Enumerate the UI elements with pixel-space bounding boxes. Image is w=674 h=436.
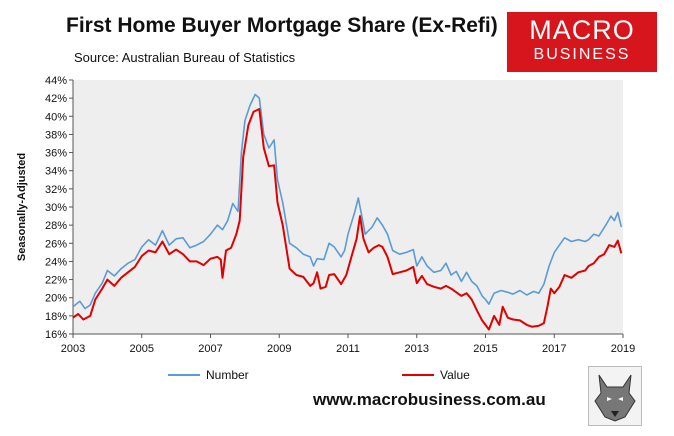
- series-lines: [72, 93, 623, 331]
- legend-item-value: Value: [402, 368, 470, 382]
- y-tick-label: 38%: [45, 129, 67, 141]
- x-tick-label: 2019: [611, 343, 635, 355]
- y-tick-label: 42%: [45, 93, 67, 105]
- y-axis: 16% 18% 20% 22% 24% 26% 28% 30% 32% 34% 36% 38% 40% 4…: [45, 75, 74, 341]
- y-tick-label: 44%: [45, 75, 67, 87]
- x-tick-label: 2015: [473, 343, 497, 355]
- y-tick-label: 16%: [45, 329, 67, 341]
- x-tick-label: 2009: [267, 343, 291, 355]
- legend-item-number: Number: [168, 368, 249, 382]
- y-tick-label: 18%: [45, 311, 67, 323]
- y-tick-label: 40%: [45, 111, 67, 123]
- logo-line-macro: MACRO: [529, 15, 635, 45]
- y-tick-label: 20%: [45, 293, 67, 305]
- website-url: www.macrobusiness.com.au: [313, 390, 546, 409]
- chart-subtitle: Source: Australian Bureau of Statistics: [74, 50, 296, 65]
- logo-line-business: BUSINESS: [533, 46, 631, 63]
- y-axis-label: Seasonally-Adjusted: [16, 153, 28, 261]
- y-tick-label: 32%: [45, 184, 67, 196]
- x-tick-label: 2013: [405, 343, 429, 355]
- plot-area: [73, 80, 623, 334]
- y-tick-label: 34%: [45, 166, 67, 178]
- y-tick-label: 22%: [45, 275, 67, 287]
- legend-label-number: Number: [206, 368, 249, 382]
- wolf-logo-icon: [588, 366, 642, 426]
- x-tick-label: 2011: [336, 343, 360, 355]
- chart-title: First Home Buyer Mortgage Share (Ex-Refi…: [66, 14, 498, 37]
- y-tick-label: 36%: [45, 148, 67, 160]
- x-tick-label: 2003: [61, 343, 85, 355]
- y-tick-label: 26%: [45, 238, 67, 250]
- y-tick-label: 30%: [45, 202, 67, 214]
- y-tick-label: 28%: [45, 220, 67, 232]
- legend-swatch-number: [168, 374, 200, 376]
- x-tick-label: 2017: [542, 343, 566, 355]
- x-tick-label: 2005: [130, 343, 154, 355]
- x-tick-label: 2007: [198, 343, 222, 355]
- y-tick-label: 24%: [45, 256, 67, 268]
- series-line-value: [72, 108, 623, 331]
- macrobusiness-logo: MACRO BUSINESS: [507, 12, 657, 72]
- x-axis: 2003 2005 2007 2009 2011 2013 2015 2017 2019: [61, 333, 635, 355]
- series-line-number: [72, 93, 623, 310]
- legend-swatch-value: [402, 374, 434, 376]
- legend-label-value: Value: [440, 368, 470, 382]
